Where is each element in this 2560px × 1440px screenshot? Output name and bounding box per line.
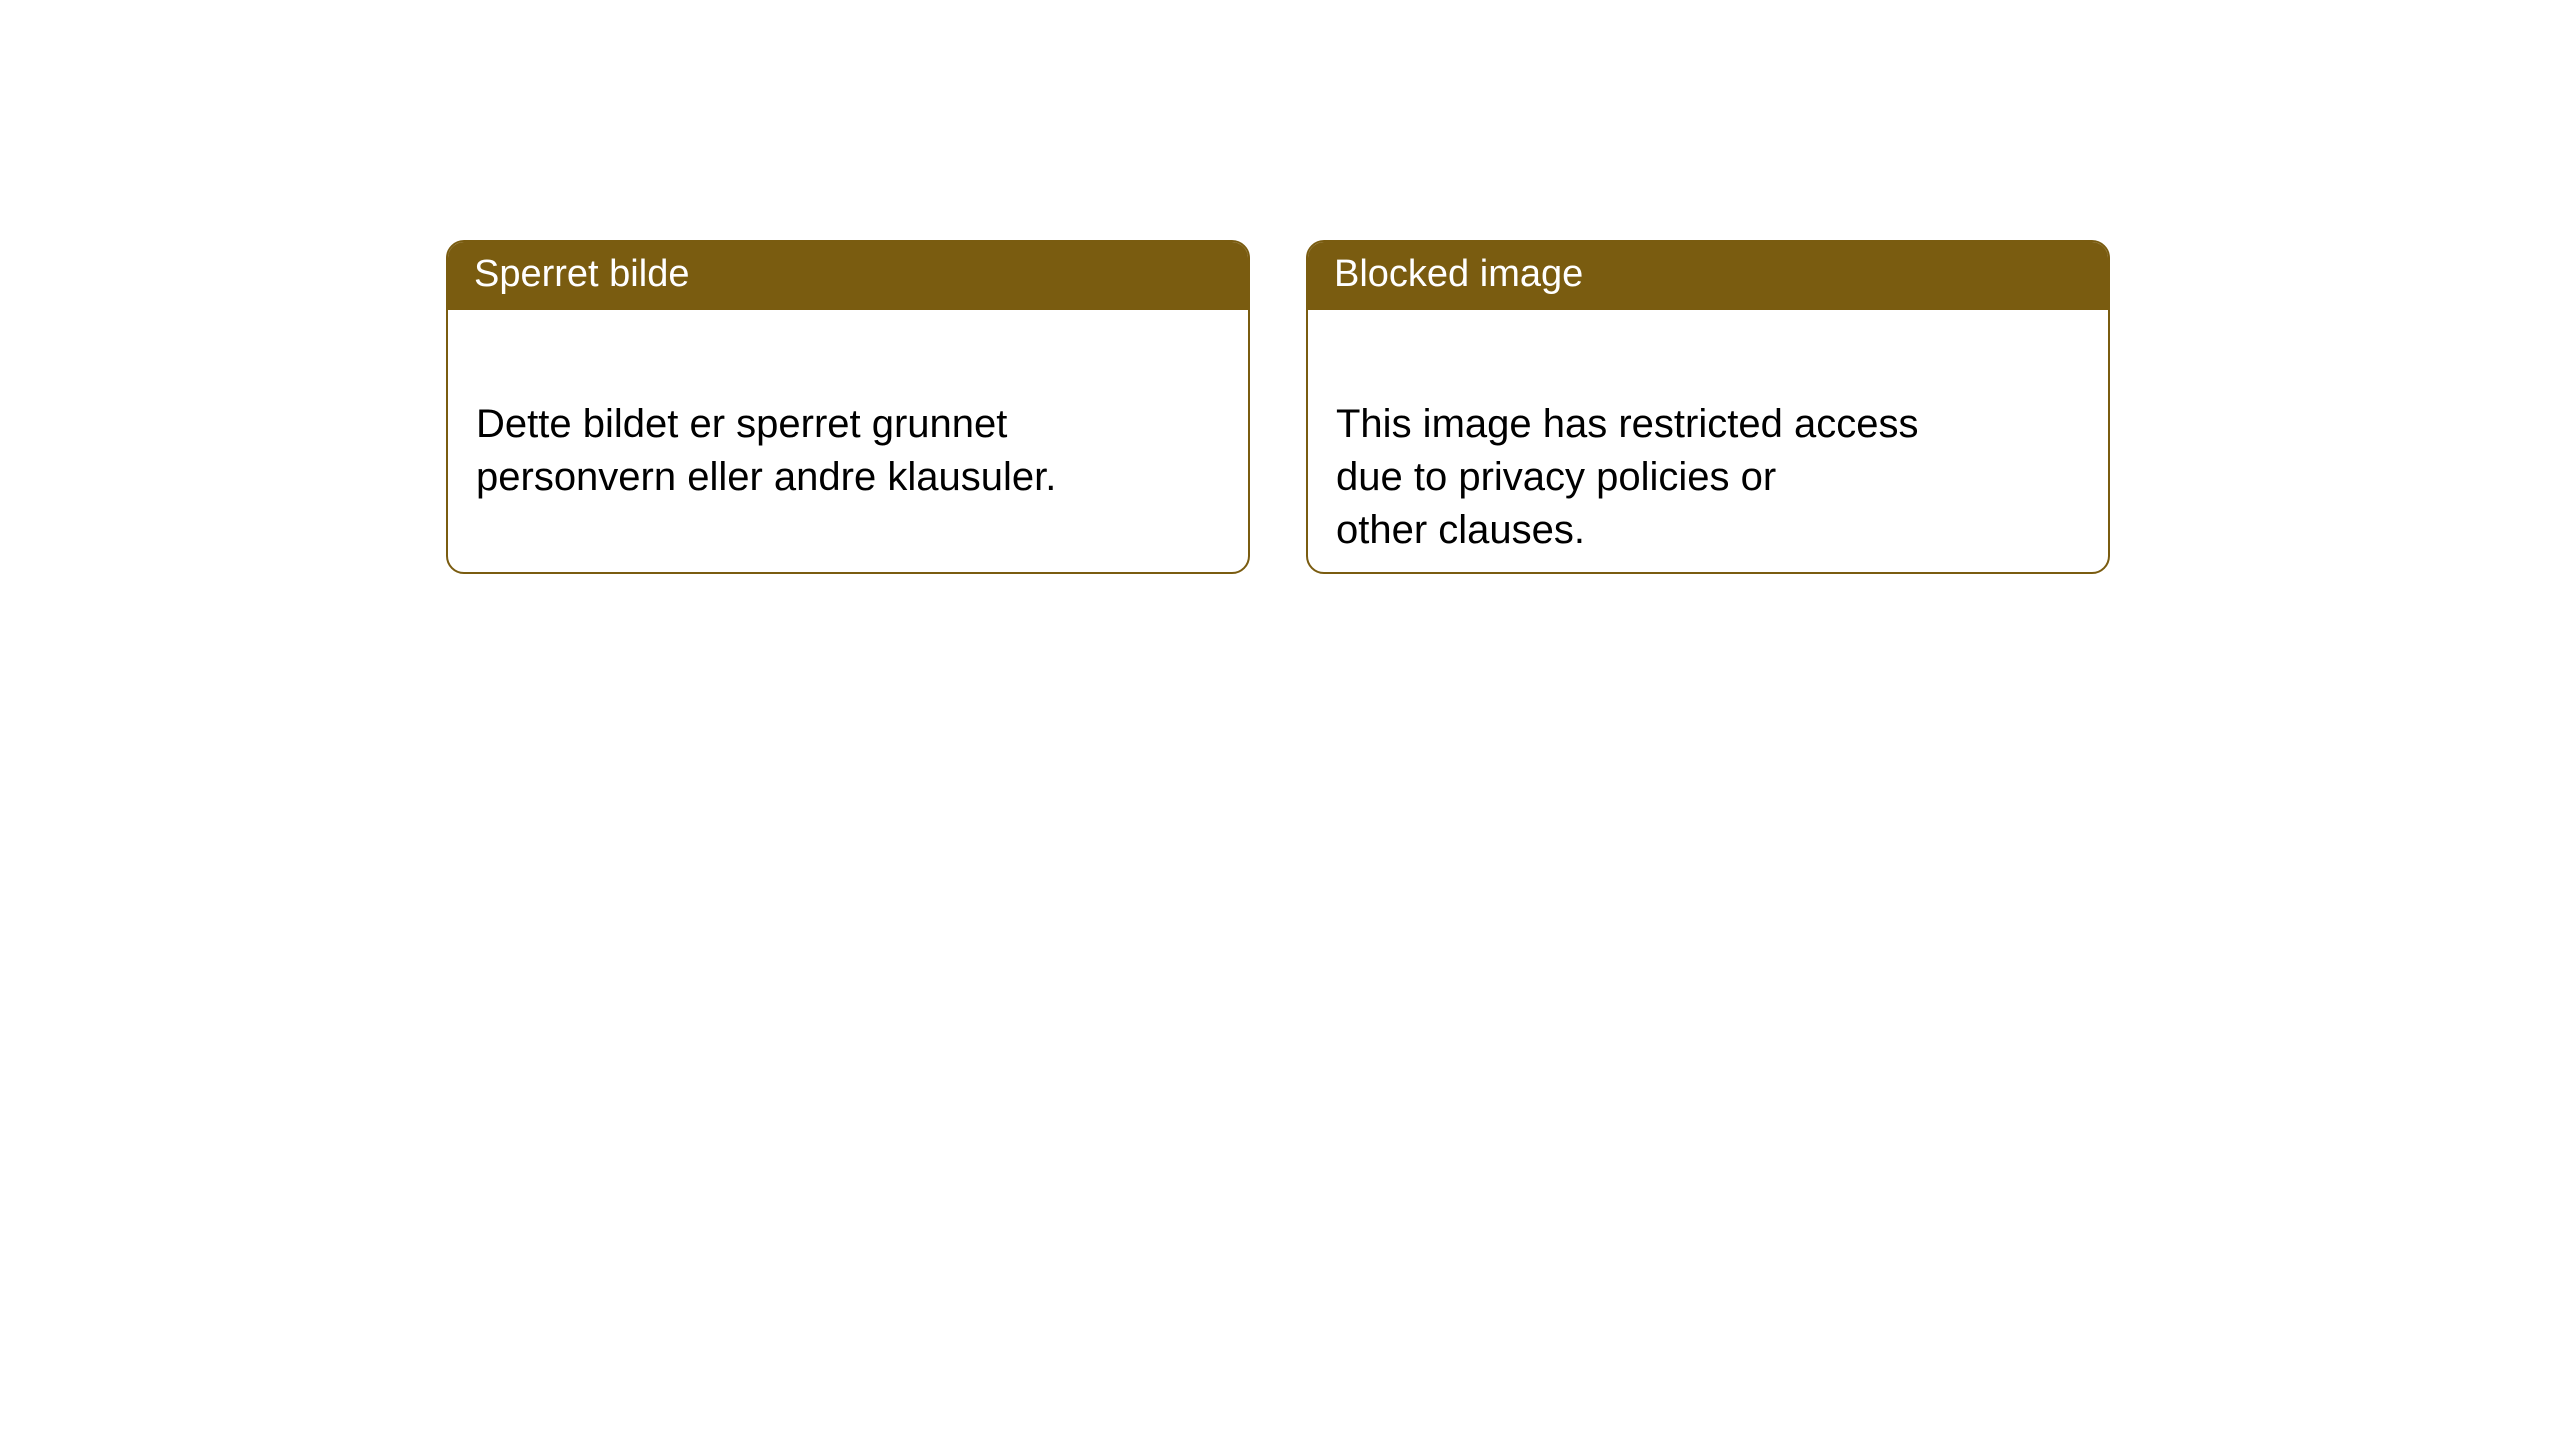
blocked-image-card-en: Blocked image This image has restricted … xyxy=(1306,240,2110,574)
card-header: Sperret bilde xyxy=(448,242,1248,310)
card-body-text: Dette bildet er sperret grunnet personve… xyxy=(476,402,1056,499)
card-title: Blocked image xyxy=(1334,253,1583,295)
card-body-text: This image has restricted access due to … xyxy=(1336,402,1918,552)
blocked-image-card-no: Sperret bilde Dette bildet er sperret gr… xyxy=(446,240,1250,574)
card-body: This image has restricted access due to … xyxy=(1308,310,2108,574)
cards-container: Sperret bilde Dette bildet er sperret gr… xyxy=(0,0,2560,574)
card-header: Blocked image xyxy=(1308,242,2108,310)
card-title: Sperret bilde xyxy=(474,253,689,295)
card-body: Dette bildet er sperret grunnet personve… xyxy=(448,310,1248,532)
